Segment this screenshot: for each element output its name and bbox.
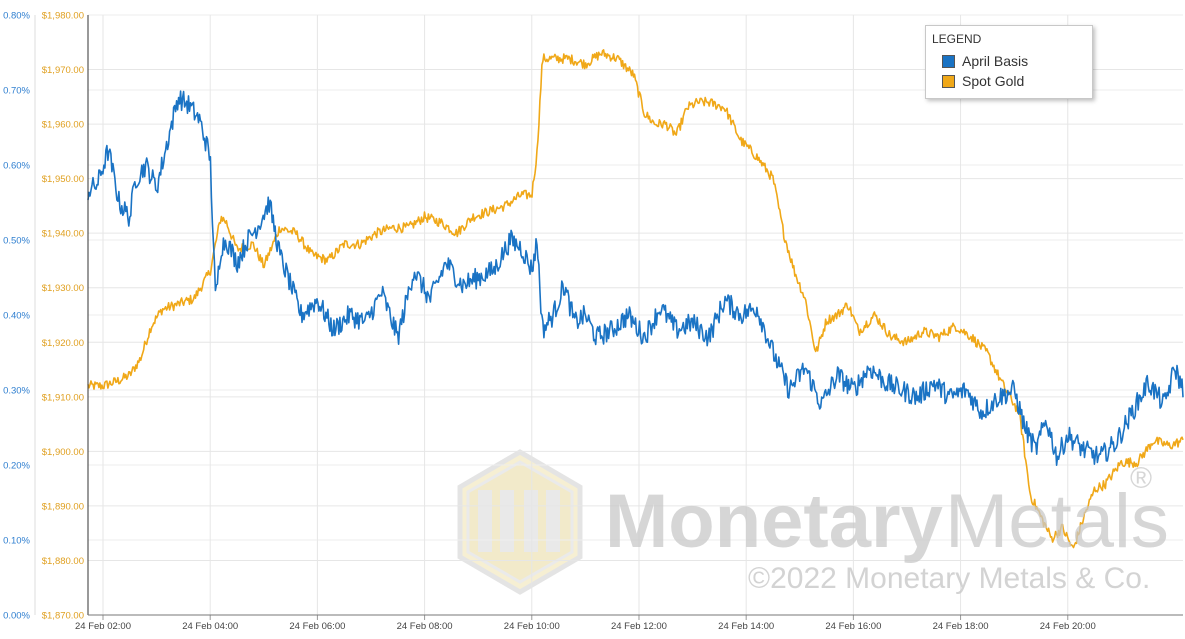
series-line-spot-gold	[87, 49, 1184, 549]
y-right-tick-label: $1,910.00	[42, 392, 84, 403]
axes: $1,870.00 $1,880.00 $1,890.00 $1,900.00 $1,9…	[3, 11, 1183, 632]
y-right-tick-label: $1,870.00	[42, 611, 84, 622]
series-layer	[87, 49, 1184, 549]
y-left-tick-label: 0.40%	[3, 311, 30, 322]
y-right-tick-label: $1,900.00	[42, 447, 84, 458]
y-left-tick-label: 0.30%	[3, 386, 30, 397]
y-right-tick-label: $1,970.00	[42, 65, 84, 76]
y-left-tick-label: 0.50%	[3, 236, 30, 247]
y-left-tick-label: 0.80%	[3, 11, 30, 22]
x-tick-label: 24 Feb 06:00	[289, 621, 345, 632]
x-tick-label: 24 Feb 10:00	[504, 621, 560, 632]
x-tick-label: 24 Feb 18:00	[933, 621, 989, 632]
x-tick-label: 24 Feb 08:00	[397, 621, 453, 632]
y-right-tick-label: $1,890.00	[42, 501, 84, 512]
legend-label-spot-gold: Spot Gold	[962, 73, 1025, 89]
y-left-tick-label: 0.10%	[3, 536, 30, 547]
watermark-copyright: ©2022 Monetary Metals & Co.	[748, 562, 1151, 595]
x-tick-label: 24 Feb 12:00	[611, 621, 667, 632]
y-right-tick-label: $1,960.00	[42, 120, 84, 131]
series-line-april-basis	[87, 90, 1184, 467]
y-right-tick-label: $1,940.00	[42, 229, 84, 240]
watermark-brand-word1: Monetary	[605, 479, 943, 564]
legend-swatch-spot-gold	[942, 74, 955, 88]
legend-swatch-april-basis	[942, 54, 955, 68]
x-tick-label: 24 Feb 16:00	[825, 621, 881, 632]
y-right-tick-label: $1,980.00	[42, 11, 84, 22]
x-tick-label: 24 Feb 14:00	[718, 621, 774, 632]
x-tick-label: 24 Feb 02:00	[75, 621, 131, 632]
y-left-tick-label: 0.70%	[3, 86, 30, 97]
legend-item-spot-gold[interactable]: Spot Gold	[942, 72, 1024, 90]
y-left-tick-label: 0.20%	[3, 461, 30, 472]
watermark-brand-word2: Metals	[945, 479, 1169, 564]
y-right-tick-label: $1,920.00	[42, 338, 84, 349]
x-tick-label: 24 Feb 04:00	[182, 621, 238, 632]
x-tick-label: 24 Feb 20:00	[1040, 621, 1096, 632]
y-left-tick-label: 0.60%	[3, 161, 30, 172]
legend-item-april-basis[interactable]: April Basis	[942, 52, 1028, 70]
legend-title: LEGEND	[932, 32, 982, 46]
legend: LEGEND April Basis Spot Gold	[925, 25, 1093, 99]
y-left-tick-label: 0.00%	[3, 611, 30, 622]
y-right-tick-label: $1,930.00	[42, 283, 84, 294]
watermark-registered: ®	[1130, 462, 1153, 495]
y-right-tick-label: $1,880.00	[42, 556, 84, 567]
y-right-tick-label: $1,950.00	[42, 174, 84, 185]
legend-label-april-basis: April Basis	[962, 53, 1029, 69]
